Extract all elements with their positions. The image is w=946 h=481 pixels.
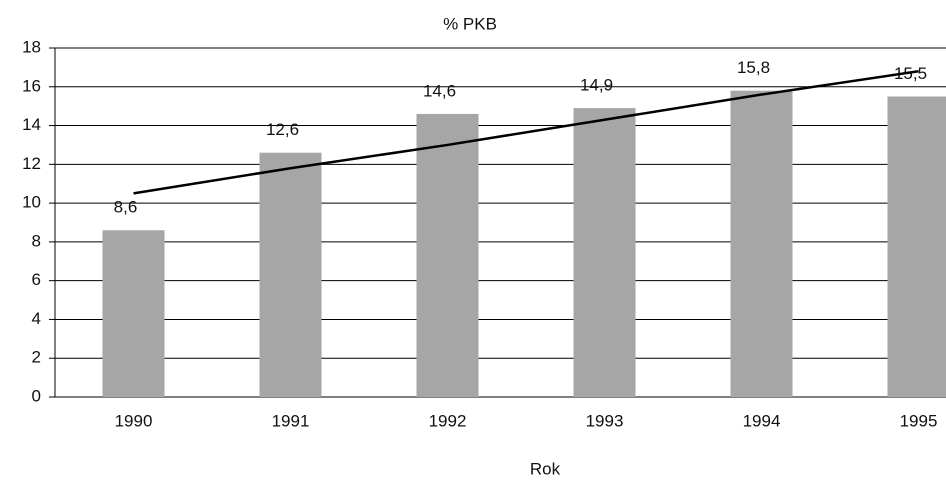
bar xyxy=(259,152,322,397)
trend-line xyxy=(133,70,919,195)
bar xyxy=(730,90,793,398)
bar xyxy=(573,108,636,397)
y-tick-label: 18 xyxy=(22,37,41,56)
x-tick-label: 1995 xyxy=(900,411,938,430)
x-tick-label: 1993 xyxy=(586,411,624,430)
data-label: 14,9 xyxy=(580,76,613,95)
y-tick-label: 8 xyxy=(32,231,41,250)
data-label: 8,6 xyxy=(114,198,138,217)
y-tick-label: 6 xyxy=(32,270,41,289)
y-tick-label: 0 xyxy=(32,386,41,405)
bar xyxy=(102,230,165,397)
y-tick-label: 4 xyxy=(32,309,41,328)
chart-title: % PKB xyxy=(443,14,497,33)
x-axis-label: Rok xyxy=(530,459,561,478)
bar xyxy=(887,96,946,397)
y-tick-label: 10 xyxy=(22,193,41,212)
data-label: 15,8 xyxy=(737,58,770,77)
y-tick-label: 12 xyxy=(22,154,41,173)
y-tick-label: 14 xyxy=(22,115,41,134)
x-tick-label: 1992 xyxy=(429,411,467,430)
y-tick-label: 2 xyxy=(32,348,41,367)
bar xyxy=(416,113,479,397)
y-tick-label: 16 xyxy=(22,76,41,95)
x-tick-label: 1990 xyxy=(115,411,153,430)
x-tick-label: 1994 xyxy=(743,411,781,430)
data-label: 14,6 xyxy=(423,81,456,100)
x-tick-label: 1991 xyxy=(272,411,310,430)
data-label: 12,6 xyxy=(266,120,299,139)
